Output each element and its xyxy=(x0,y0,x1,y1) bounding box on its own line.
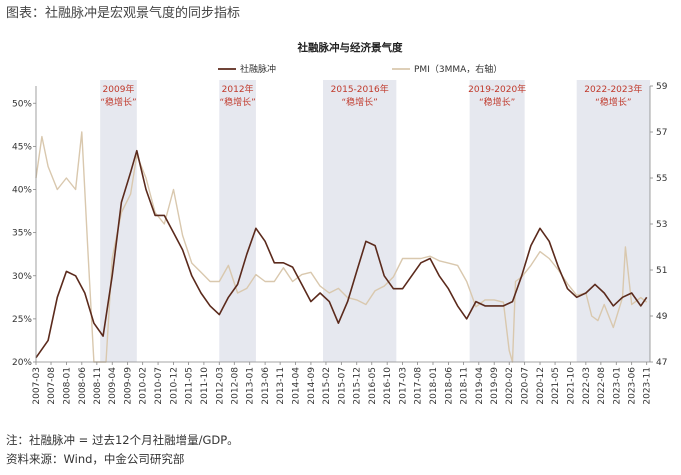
x-tick-label: 2010-07 xyxy=(154,367,164,405)
left-tick-label: 20% xyxy=(12,358,32,368)
tsf-pulse-line xyxy=(35,149,648,359)
x-tick-label: 2011-05 xyxy=(184,367,194,405)
x-tick-label: 2009-04 xyxy=(108,367,118,405)
footnote: 注：社融脉冲 = 过去12个月社融增量/GDP。 xyxy=(6,433,239,447)
series-lines xyxy=(35,131,648,363)
shaded-period xyxy=(576,80,650,362)
x-tick-label: 2018-01 xyxy=(429,367,439,405)
shaded-period xyxy=(323,80,397,362)
period-tag-label: “稳增长” xyxy=(479,96,515,108)
x-tick-label: 2018-06 xyxy=(444,367,454,405)
legend-label-tsf: 社融脉冲 xyxy=(240,63,276,75)
right-tick-label: 55 xyxy=(656,174,667,184)
x-tick-label: 2021-05 xyxy=(551,367,561,405)
x-tick-label: 2018-11 xyxy=(459,367,469,405)
x-tick-label: 2010-02 xyxy=(139,367,149,405)
x-tick-label: 2015-02 xyxy=(322,367,332,405)
x-tick-label: 2019-04 xyxy=(475,367,485,405)
x-tick-label: 2017-08 xyxy=(414,367,424,405)
shaded-period xyxy=(469,80,525,362)
x-tick-label: 2012-03 xyxy=(215,367,225,405)
x-tick-label: 2023-06 xyxy=(628,367,638,405)
shaded-period xyxy=(219,80,256,362)
right-tick-label: 49 xyxy=(656,312,668,322)
period-year-label: 2022-2023年 xyxy=(584,83,642,95)
right-tick-label: 47 xyxy=(656,358,667,368)
figure-caption: 图表：社融脉冲是宏观景气度的同步指标 xyxy=(6,6,241,21)
x-tick-label: 2023-11 xyxy=(643,367,653,405)
right-tick-label: 53 xyxy=(656,220,667,230)
x-tick-label: 2014-04 xyxy=(292,367,302,405)
x-tick-label: 2016-05 xyxy=(368,367,378,405)
x-tick-label: 2021-10 xyxy=(566,367,576,405)
x-tick-label: 2014-09 xyxy=(307,367,317,405)
x-tick-label: 2007-03 xyxy=(32,367,42,405)
x-tick-label: 2020-02 xyxy=(505,367,515,405)
period-year-label: 2009年 xyxy=(103,83,135,95)
x-tick-label: 2016-10 xyxy=(383,367,393,405)
x-tick-label: 2015-07 xyxy=(337,367,347,405)
right-tick-label: 59 xyxy=(656,82,668,92)
right-tick-label: 51 xyxy=(656,266,667,276)
x-tick-label: 2023-01 xyxy=(612,367,622,405)
x-tick-label: 2008-11 xyxy=(93,367,103,405)
period-year-label: 2015-2016年 xyxy=(331,83,389,95)
x-tick-label: 2008-06 xyxy=(78,367,88,405)
x-tick-label: 2022-03 xyxy=(582,367,592,405)
x-tick-label: 2007-08 xyxy=(47,367,57,405)
left-tick-label: 40% xyxy=(12,186,32,196)
x-tick-label: 2020-12 xyxy=(536,367,546,405)
legend: 社融脉冲 PMI（3MMA，右轴） xyxy=(218,63,502,75)
chart-svg: 2009年“稳增长”2012年“稳增长”2015-2016年“稳增长”2019-… xyxy=(12,41,668,405)
period-year-label: 2019-2020年 xyxy=(468,83,526,95)
x-tick-label: 2015-12 xyxy=(353,367,363,405)
x-tick-label: 2009-09 xyxy=(124,367,134,405)
pmi-line xyxy=(35,131,648,363)
x-tick-label: 2022-08 xyxy=(597,367,607,405)
x-tick-label: 2013-06 xyxy=(261,367,271,405)
period-tag-label: “稳增长” xyxy=(219,96,255,108)
period-tag-label: “稳增长” xyxy=(595,96,631,108)
x-tick-label: 2017-03 xyxy=(399,367,409,405)
x-tick-label: 2013-01 xyxy=(246,367,256,405)
left-tick-label: 25% xyxy=(12,315,32,325)
x-tick-label: 2010-12 xyxy=(169,367,179,405)
x-tick-label: 2011-10 xyxy=(200,367,210,405)
chart-title: 社融脉冲与经济景气度 xyxy=(297,41,403,54)
legend-label-pmi: PMI（3MMA，右轴） xyxy=(414,63,502,75)
left-tick-label: 30% xyxy=(12,272,32,282)
source-note: 资料来源：Wind，中金公司研究部 xyxy=(6,452,185,466)
x-tick-label: 2013-11 xyxy=(276,367,286,405)
axes: 20% 25% 30% 35% 40% 45% 50% 47 49 51 53 55 57 59 2007-… xyxy=(12,82,668,405)
period-tag-label: “稳增长” xyxy=(100,96,136,108)
period-year-label: 2012年 xyxy=(222,83,254,95)
left-tick-label: 50% xyxy=(12,99,32,109)
x-tick-label: 2008-01 xyxy=(62,367,72,405)
period-tag-label: “稳增长” xyxy=(342,96,378,108)
right-tick-label: 57 xyxy=(656,128,667,138)
x-tick-label: 2019-09 xyxy=(490,367,500,405)
x-tick-label: 2012-08 xyxy=(230,367,240,405)
shaded-periods: 2009年“稳增长”2012年“稳增长”2015-2016年“稳增长”2019-… xyxy=(100,80,650,362)
left-tick-label: 35% xyxy=(12,229,32,239)
left-tick-label: 45% xyxy=(12,142,32,152)
x-tick-label: 2020-07 xyxy=(521,367,531,405)
